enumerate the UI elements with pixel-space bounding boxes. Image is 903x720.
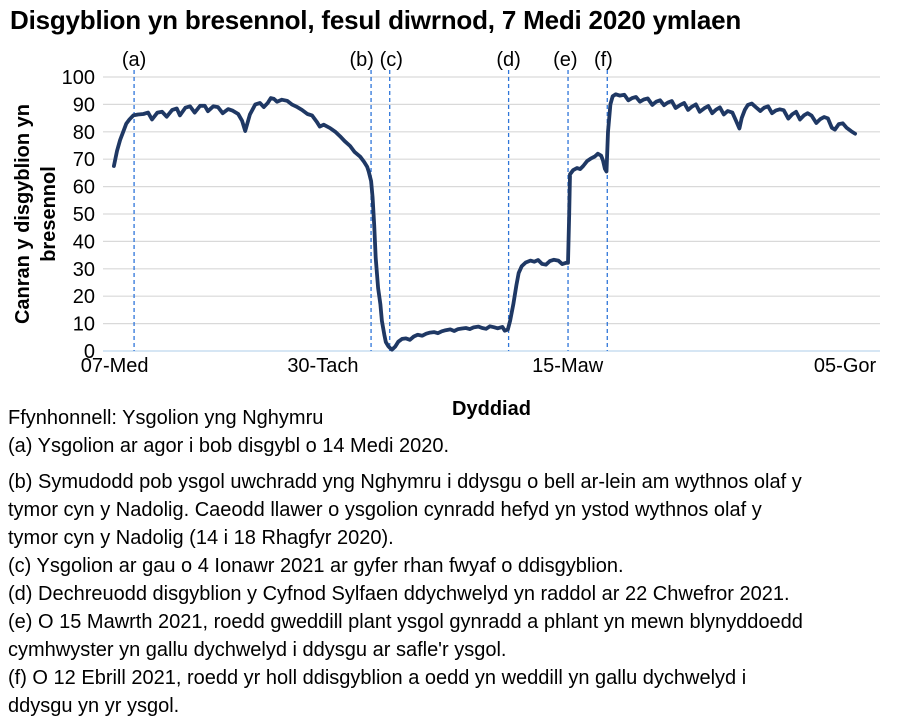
y-tick-label-10: 10	[73, 314, 95, 336]
annotation-label-f: (f)	[594, 49, 613, 71]
y-tick-label-0: 0	[84, 341, 95, 363]
footnote-d: (d) Dechreuodd disgyblion y Cyfnod Sylfa…	[8, 583, 790, 605]
y-tick-label-20: 20	[73, 286, 95, 308]
footnote-c: (c) Ysgolion ar gau o 4 Ionawr 2021 ar g…	[8, 555, 624, 577]
y-tick-label-50: 50	[73, 204, 95, 226]
source-note: Ffynhonnell: Ysgolion yng Nghymru	[8, 407, 324, 429]
y-tick-label-90: 90	[73, 94, 95, 116]
chart-title: Disgyblion yn bresennol, fesul diwrnod, …	[10, 5, 742, 35]
y-tick-label-100: 100	[62, 67, 95, 89]
y-tick-label-30: 30	[73, 259, 95, 281]
y-tick-label-40: 40	[73, 231, 95, 253]
footnotes: (a) Ysgolion ar agor i bob disgybl o 14 …	[8, 432, 901, 720]
footnote-b: (b) Symudodd pob ysgol uwchradd yng Nghy…	[8, 471, 802, 549]
annotation-label-c: (c)	[380, 49, 403, 71]
x-axis-title: Dyddiad	[452, 398, 531, 420]
y-tick-label-80: 80	[73, 122, 95, 144]
y-tick-label-60: 60	[73, 177, 95, 199]
annotation-label-d: (d)	[496, 49, 520, 71]
x-tick-label-07-Med: 07-Med	[81, 355, 149, 377]
x-tick-label-05-Gor: 05-Gor	[814, 355, 877, 377]
x-tick-label-15-Maw: 15-Maw	[532, 355, 604, 377]
annotation-label-e: (e)	[553, 49, 577, 71]
data-line	[112, 92, 857, 352]
y-tick-label-70: 70	[73, 149, 95, 171]
x-tick-label-30-Tach: 30-Tach	[287, 355, 358, 377]
annotation-label-a: (a)	[122, 49, 146, 71]
footnote-f: (f) O 12 Ebrill 2021, roedd yr holl ddis…	[8, 667, 747, 717]
footnote-e: (e) O 15 Mawrth 2021, roedd gweddill pla…	[8, 611, 803, 661]
attendance-line-chart: 0 10 20 30 40 50 60 70 80 90 100 07-Med 30-Tach 15-Ma…	[62, 49, 880, 377]
annotation-label-b: (b)	[350, 49, 374, 71]
footnote-a: (a) Ysgolion ar agor i bob disgybl o 14 …	[8, 435, 450, 457]
